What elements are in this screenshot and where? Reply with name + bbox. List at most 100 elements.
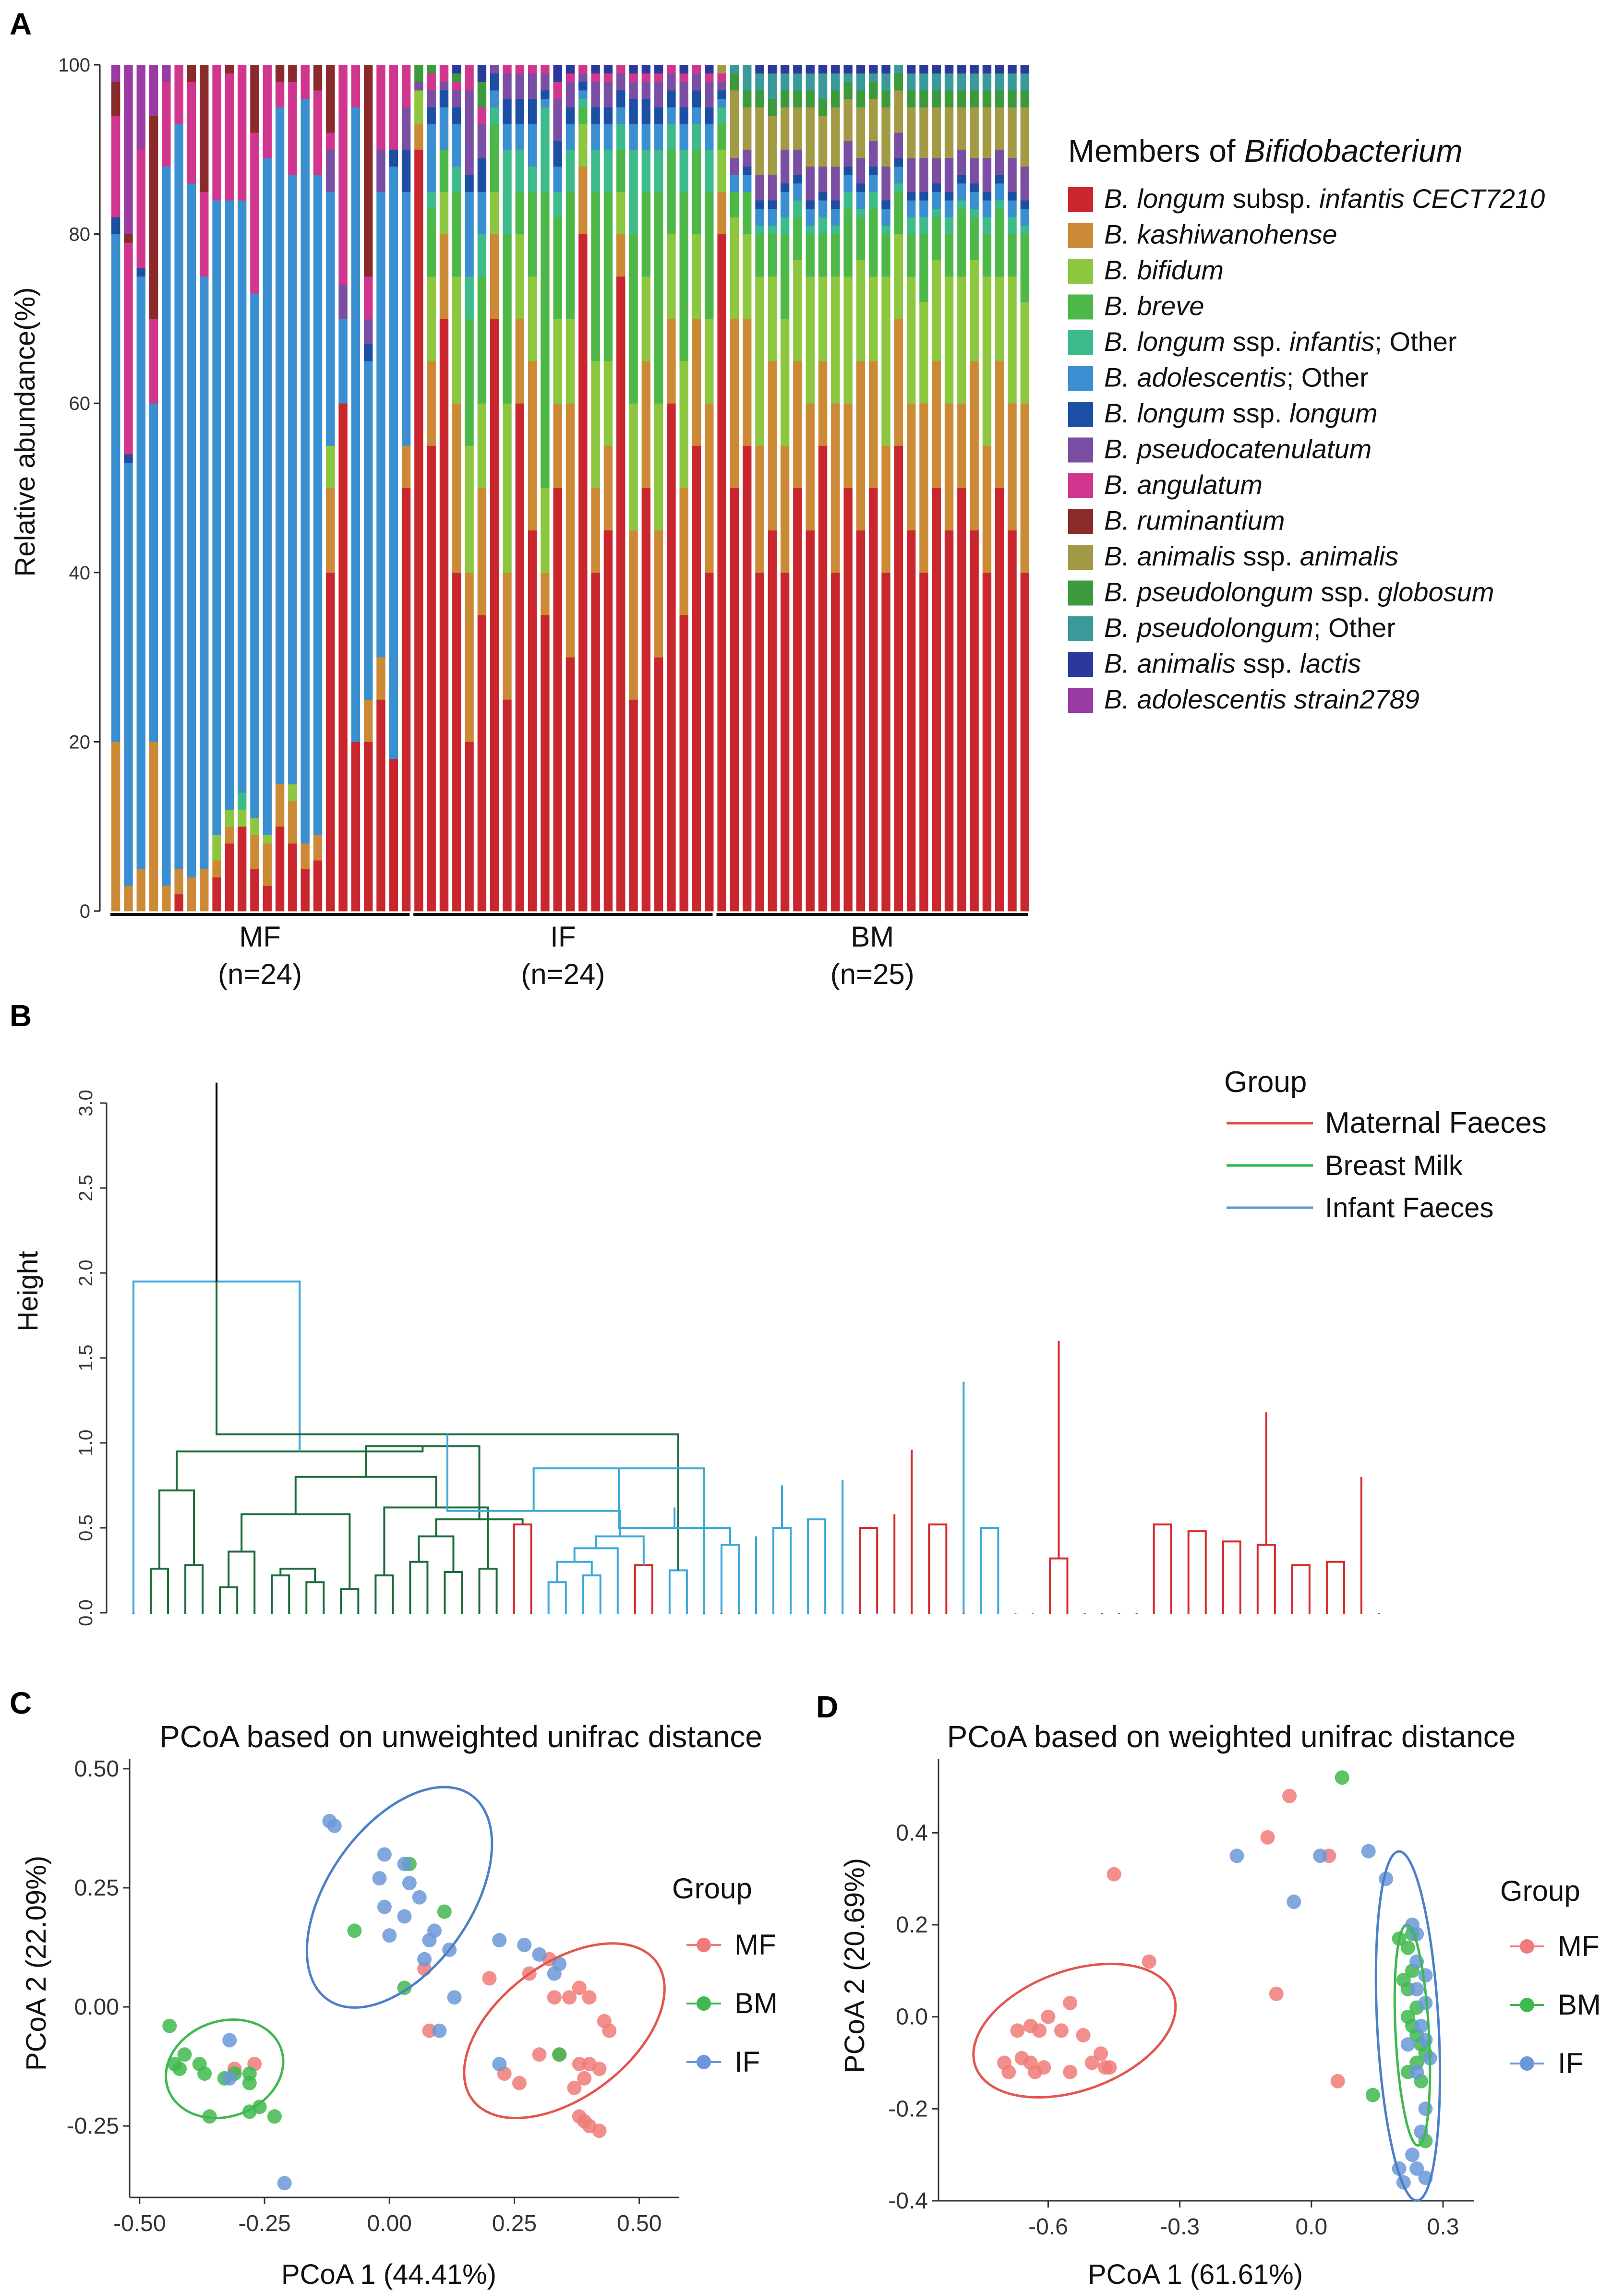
bar-segment bbox=[477, 107, 487, 124]
bar-segment bbox=[982, 445, 992, 573]
y-tick-label: -0.2 bbox=[888, 2096, 928, 2122]
legend-label: B. angulatum bbox=[1104, 469, 1263, 500]
bar-segment bbox=[743, 175, 752, 192]
bar-segment bbox=[755, 175, 764, 201]
bar-segment bbox=[490, 73, 499, 91]
bar-segment bbox=[528, 361, 537, 531]
bar-segment bbox=[111, 217, 120, 235]
bar-segment bbox=[124, 234, 133, 243]
bar-segment bbox=[565, 318, 575, 404]
bar-segment bbox=[1008, 90, 1017, 108]
legend-label: Maternal Faeces bbox=[1325, 1106, 1547, 1140]
bar-segment bbox=[755, 225, 764, 235]
bar-segment bbox=[1020, 572, 1030, 912]
bar-segment bbox=[818, 217, 828, 235]
legend: Group Maternal Faeces Breast Milk Infant F… bbox=[1224, 1066, 1547, 1224]
bar-segment bbox=[705, 73, 714, 82]
bar-segment bbox=[541, 90, 550, 99]
data-point bbox=[492, 1933, 507, 1948]
bar-segment bbox=[932, 192, 941, 209]
bar-segment bbox=[541, 572, 550, 615]
bar-segment bbox=[452, 166, 461, 192]
bar-segment bbox=[237, 809, 247, 827]
bar-segment bbox=[401, 107, 411, 150]
bar-segment bbox=[528, 166, 537, 192]
bar-segment bbox=[174, 65, 183, 124]
data-point bbox=[1063, 2064, 1078, 2079]
bar-segment bbox=[843, 276, 853, 404]
bar-segment bbox=[957, 65, 966, 74]
bar-segment bbox=[465, 572, 474, 742]
bar-segment bbox=[477, 234, 487, 277]
bar-segment bbox=[603, 73, 613, 82]
bar-segment bbox=[541, 192, 550, 488]
bar-segment bbox=[768, 98, 777, 116]
bar-segment bbox=[439, 90, 449, 108]
bar-segment bbox=[452, 572, 461, 912]
bar-segment bbox=[780, 234, 790, 319]
legend-label-part: lactis bbox=[1300, 648, 1361, 679]
legend-label-part: animalis bbox=[1300, 541, 1398, 571]
data-point bbox=[547, 1966, 562, 1981]
bar-segment bbox=[944, 90, 954, 108]
bar-area bbox=[111, 65, 1030, 912]
bar-segment bbox=[932, 208, 941, 217]
bar-segment bbox=[932, 183, 941, 192]
bar-segment bbox=[995, 175, 1004, 184]
bar-segment bbox=[743, 149, 752, 167]
bar-segment bbox=[894, 90, 903, 133]
bar-segment bbox=[1020, 200, 1030, 209]
bar-segment bbox=[477, 614, 487, 912]
bar-segment bbox=[806, 166, 815, 201]
bar-segment bbox=[553, 65, 562, 82]
bar-segment bbox=[843, 403, 853, 488]
bar-segment bbox=[553, 82, 562, 99]
bar-segment bbox=[768, 530, 777, 912]
bar-segment bbox=[944, 200, 954, 217]
y-axis: 0 20 40 60 80 100 bbox=[58, 55, 101, 922]
bar-segment bbox=[515, 73, 524, 99]
x-tick-label: 0.00 bbox=[367, 2211, 412, 2236]
legend-swatch bbox=[1068, 402, 1093, 427]
bar-segment bbox=[515, 124, 524, 150]
bar-segment bbox=[629, 149, 638, 235]
bar-segment bbox=[679, 192, 688, 361]
bar-segment bbox=[376, 149, 385, 192]
bar-segment bbox=[869, 141, 878, 167]
y-tick-label: -0.25 bbox=[67, 2113, 119, 2139]
legend-label-part: globosum bbox=[1378, 577, 1494, 607]
data-point bbox=[1010, 2023, 1025, 2038]
bar-segment bbox=[692, 73, 701, 91]
bar-segment bbox=[275, 65, 285, 82]
bar-segment bbox=[654, 65, 663, 74]
bar-segment bbox=[591, 124, 600, 150]
legend-title-genus: Bifidobacterium bbox=[1244, 133, 1463, 168]
bar-segment bbox=[515, 234, 524, 319]
y-tick-label: 3.0 bbox=[75, 1090, 96, 1116]
bar-segment bbox=[679, 124, 688, 150]
bar-segment bbox=[730, 73, 739, 91]
bar-segment bbox=[995, 149, 1004, 175]
legend-marker bbox=[1520, 1939, 1534, 1954]
bar-segment bbox=[212, 860, 221, 877]
y-tick-label: 2.0 bbox=[75, 1260, 96, 1286]
dendrogram-branch bbox=[859, 1527, 878, 1613]
bar-segment bbox=[906, 65, 916, 74]
bar-segment bbox=[717, 192, 726, 235]
bar-segment bbox=[755, 65, 764, 74]
bar-segment bbox=[919, 73, 928, 91]
bar-segment bbox=[894, 132, 903, 158]
bar-segment bbox=[490, 234, 499, 319]
bar-segment bbox=[780, 572, 790, 912]
panel-b-dendrogram: 0.0 0.5 1.0 1.5 2.0 2.5 3.0 Height Group Mater… bbox=[12, 1066, 1547, 1626]
bar-segment bbox=[389, 149, 398, 167]
bar-segment bbox=[831, 225, 840, 235]
data-point bbox=[592, 2124, 607, 2138]
data-point bbox=[162, 2018, 177, 2033]
legend-title-plain: Members of bbox=[1068, 133, 1244, 168]
bar-segment bbox=[275, 107, 285, 785]
bar-segment bbox=[818, 234, 828, 277]
bar-segment bbox=[452, 82, 461, 91]
bar-segment bbox=[301, 98, 310, 844]
bar-segment bbox=[743, 90, 752, 108]
